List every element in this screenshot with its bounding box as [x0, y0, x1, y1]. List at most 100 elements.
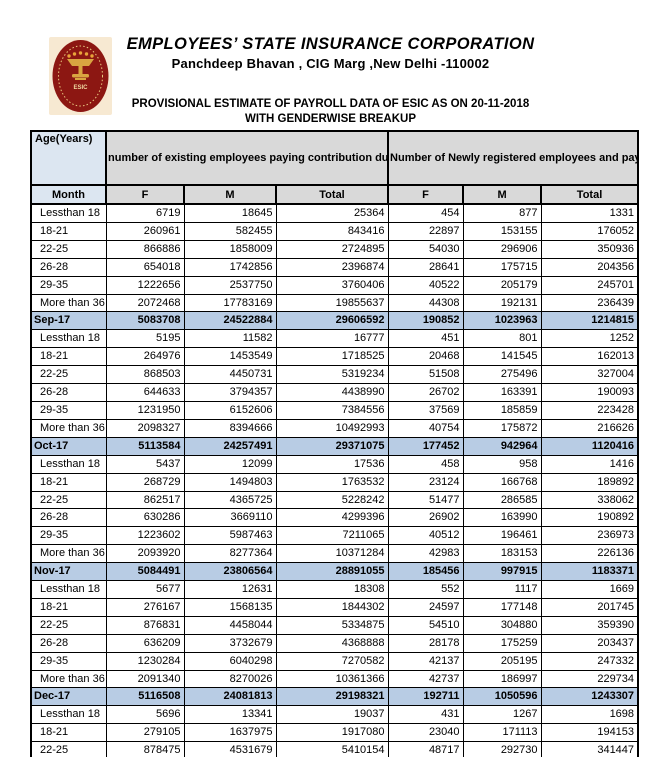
age-label-cell: 22-25: [30, 615, 107, 635]
value-cell: 7211065: [275, 526, 389, 546]
age-label-cell: 18-21: [30, 472, 107, 492]
table-row: 29-35 1223602 5987463 7211065 40512 196461 236…: [30, 526, 639, 546]
value-cell: 4531679: [183, 741, 277, 757]
value-cell: 1223602: [105, 526, 185, 546]
month-label-cell: Oct-17: [30, 436, 107, 456]
age-label-cell: More than 36: [30, 669, 107, 689]
age-label-cell: Lessthan 18: [30, 329, 107, 349]
value-cell: 186997: [462, 669, 542, 689]
table-row: 22-25 866886 1858009 2724895 54030 296906 3509…: [30, 239, 639, 259]
report-title: PROVISIONAL ESTIMATE OF PAYROLL DATA OF …: [131, 98, 530, 110]
value-cell: 942964: [462, 436, 542, 456]
age-label-cell: 29-35: [30, 526, 107, 546]
value-cell: 177452: [387, 436, 464, 456]
value-cell: 451: [387, 329, 464, 349]
value-cell: 42737: [387, 669, 464, 689]
table-row: 26-28 636209 3732679 4368888 28178 175259 2034…: [30, 633, 639, 653]
value-cell: 1231950: [105, 400, 185, 420]
value-cell: 327004: [540, 365, 639, 385]
value-cell: 264976: [105, 347, 185, 367]
value-cell: 6040298: [183, 651, 277, 671]
value-cell: 1117: [462, 580, 542, 599]
value-cell: 1183371: [540, 562, 639, 582]
table-row: 22-25 876831 4458044 5334875 54510 304880 3593…: [30, 615, 639, 635]
table-row: 26-28 654018 1742856 2396874 28641 175715 2043…: [30, 257, 639, 277]
value-cell: 1222656: [105, 275, 185, 295]
table-row: Lessthan 18 5195 11582 16777 451 801 1252: [30, 329, 639, 349]
month-label-cell: Sep-17: [30, 311, 107, 331]
value-cell: 268729: [105, 472, 185, 492]
payroll-table: Age(Years) number of existing employees …: [30, 130, 640, 757]
value-cell: 630286: [105, 508, 185, 528]
table-row: 22-25 862517 4365725 5228242 51477 286585 3380…: [30, 490, 639, 510]
value-cell: 1698: [540, 705, 639, 725]
value-cell: 13341: [183, 705, 277, 725]
month-summary-row: Dec-17 5116508 24081813 29198321 192711 10505…: [30, 687, 639, 707]
value-cell: 279105: [105, 723, 185, 743]
value-cell: 8277364: [183, 544, 277, 564]
value-cell: 3669110: [183, 508, 277, 528]
value-cell: 1230284: [105, 651, 185, 671]
value-cell: 236439: [540, 293, 639, 313]
value-cell: 26902: [387, 508, 464, 528]
table-row: 18-21 264976 1453549 1718525 20468 141545 1620…: [30, 347, 639, 367]
value-cell: 40754: [387, 418, 464, 438]
age-label-cell: 29-35: [30, 400, 107, 420]
value-cell: 22897: [387, 221, 464, 241]
org-name: EMPLOYEES’ STATE INSURANCE CORPORATION: [126, 35, 535, 53]
age-years-header: Age(Years): [30, 130, 107, 186]
value-cell: 51508: [387, 365, 464, 385]
value-cell: 4365725: [183, 490, 277, 510]
value-cell: 166768: [462, 472, 542, 492]
value-cell: 42137: [387, 651, 464, 671]
value-cell: 171113: [462, 723, 542, 743]
age-label-cell: 22-25: [30, 490, 107, 510]
value-cell: 5228242: [275, 490, 389, 510]
value-cell: 185456: [387, 562, 464, 582]
age-label-cell: Lessthan 18: [30, 454, 107, 474]
value-cell: 7384556: [275, 400, 389, 420]
value-cell: 5677: [105, 580, 185, 599]
value-cell: 458: [387, 454, 464, 474]
value-cell: 2396874: [275, 257, 389, 277]
value-cell: 7270582: [275, 651, 389, 671]
value-cell: 341447: [540, 741, 639, 757]
new-m-column-header: M: [462, 184, 543, 205]
table-row: More than 36 2098327 8394666 10492993 40754 1…: [30, 418, 639, 438]
table-row: 22-25 868503 4450731 5319234 51508 275496 3270…: [30, 365, 639, 385]
table-row: Lessthan 18 5696 13341 19037 431 1267 1698: [30, 705, 639, 725]
value-cell: 4438990: [275, 383, 389, 402]
value-cell: 48717: [387, 741, 464, 757]
value-cell: 203437: [540, 633, 639, 653]
value-cell: 1120416: [540, 436, 639, 456]
new-f-column-header: F: [387, 184, 465, 205]
age-label-cell: 26-28: [30, 633, 107, 653]
column-header-row: Month F M Total F M Total: [30, 184, 640, 205]
value-cell: 359390: [540, 615, 639, 635]
table-row: More than 36 2072468 17783169 19855637 44308…: [30, 293, 639, 313]
table-row: More than 36 2093920 8277364 10371284 42983 1…: [30, 544, 639, 564]
value-cell: 205195: [462, 651, 542, 671]
value-cell: 1858009: [183, 239, 277, 259]
month-label-cell: Dec-17: [30, 687, 107, 707]
report-subtitle: WITH GENDERWISE BREAKUP: [244, 113, 417, 125]
age-label-cell: Lessthan 18: [30, 203, 107, 223]
value-cell: 28641: [387, 257, 464, 277]
age-label-cell: 29-35: [30, 651, 107, 671]
value-cell: 1416: [540, 454, 639, 474]
value-cell: 175872: [462, 418, 542, 438]
value-cell: 1718525: [275, 347, 389, 367]
value-cell: 1763532: [275, 472, 389, 492]
value-cell: 1637975: [183, 723, 277, 743]
table-row: 26-28 644633 3794357 4438990 26702 163391 1900…: [30, 383, 639, 402]
month-summary-row: Nov-17 5084491 23806564 28891055 185456 99791…: [30, 562, 639, 582]
value-cell: 29198321: [275, 687, 389, 707]
value-cell: 177148: [462, 597, 542, 617]
age-label-cell: 18-21: [30, 723, 107, 743]
value-cell: 286585: [462, 490, 542, 510]
value-cell: 1742856: [183, 257, 277, 277]
value-cell: 552: [387, 580, 464, 599]
table-row: Lessthan 18 6719 18645 25364 454 877 1331: [30, 203, 639, 223]
age-label-cell: 29-35: [30, 275, 107, 295]
value-cell: 5195: [105, 329, 185, 349]
